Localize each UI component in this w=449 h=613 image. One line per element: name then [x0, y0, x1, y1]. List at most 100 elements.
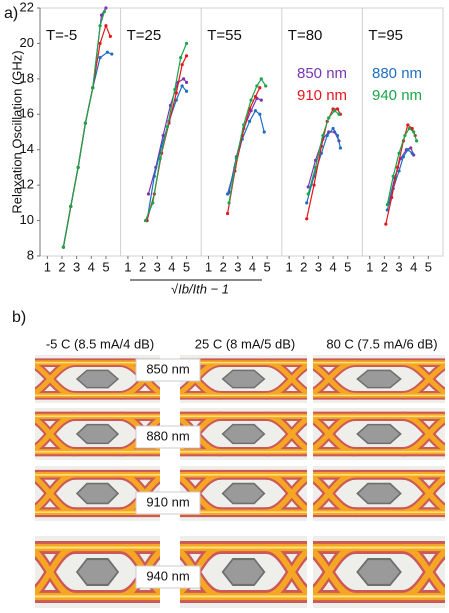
data-point [151, 201, 155, 205]
data-point [99, 13, 104, 17]
series-line [227, 87, 261, 214]
data-point [247, 119, 252, 123]
data-point [255, 84, 259, 88]
data-point [173, 87, 177, 92]
data-point [104, 6, 108, 10]
data-point [161, 133, 165, 138]
data-point [180, 63, 184, 67]
panel-label: b) [12, 309, 26, 326]
row-label: 880 nm [146, 428, 189, 443]
panel-title: T=55 [207, 27, 242, 44]
x-tick-label: 4 [249, 259, 256, 274]
plot-frame [39, 7, 444, 257]
data-point [165, 125, 170, 129]
y-tick-label: 16 [20, 106, 34, 121]
x-tick-label: 3 [315, 259, 322, 274]
data-point [415, 139, 419, 143]
data-point [395, 165, 400, 170]
data-point [98, 56, 102, 60]
data-point [174, 91, 178, 95]
data-point [259, 98, 263, 102]
column-header: 80 C (7.5 mA/6 dB) [326, 336, 437, 351]
data-point [406, 148, 410, 152]
legend-label: 910 nm [297, 87, 347, 104]
data-point [180, 84, 184, 88]
data-point [108, 34, 112, 38]
data-point [327, 116, 331, 120]
data-point [225, 211, 230, 216]
row-label-box [135, 425, 201, 449]
data-point [91, 86, 95, 90]
data-point [397, 151, 401, 155]
x-tick-label: 5 [183, 259, 190, 274]
data-point [401, 155, 406, 159]
legend-label: 880 nm [372, 65, 422, 82]
data-point [234, 156, 238, 161]
row-label: 940 nm [146, 568, 189, 583]
x-tick-label: 1 [44, 259, 51, 274]
data-point [104, 24, 108, 28]
x-tick-label: 5 [425, 259, 432, 274]
x-tick-label: 3 [395, 259, 402, 274]
y-tick-label: 18 [20, 70, 34, 85]
y-tick-label: 22 [20, 0, 34, 14]
data-point [313, 165, 318, 170]
series-line [385, 123, 416, 225]
x-tick-label: 5 [102, 259, 109, 274]
legend-label: 850 nm [297, 65, 347, 82]
row-label: 910 nm [146, 494, 189, 509]
data-point [325, 133, 329, 138]
data-point [406, 123, 410, 127]
x-tick-label: 1 [205, 259, 212, 274]
y-tick-label: 8 [27, 247, 34, 262]
data-point [403, 133, 407, 138]
row-label: 850 nm [146, 361, 189, 376]
y-tick-label: 10 [20, 212, 34, 227]
x-tick-label: 5 [344, 259, 351, 274]
panel-title: T=-5 [46, 27, 77, 44]
data-point [242, 123, 246, 127]
y-tick-label: 20 [20, 35, 34, 50]
eye-diagram [302, 355, 449, 403]
x-tick-label: 4 [329, 259, 336, 274]
x-tick-label: 4 [168, 259, 175, 274]
x-tick-label: 3 [154, 259, 161, 274]
y-tick-label: 12 [20, 177, 34, 192]
data-point [412, 130, 416, 134]
data-point [102, 9, 107, 14]
x-tick-label: 2 [139, 259, 146, 274]
data-point [225, 192, 230, 196]
data-point [179, 56, 183, 60]
row-label-box [135, 358, 201, 382]
x-tick-label: 1 [124, 259, 131, 274]
panel-title: T=80 [288, 27, 323, 44]
x-tick-label: 1 [286, 259, 293, 274]
x-tick-label: 3 [234, 259, 241, 274]
data-point [337, 112, 341, 116]
data-point [305, 201, 309, 205]
data-point [390, 195, 394, 200]
data-point [259, 77, 263, 81]
x-tick-label: 1 [366, 259, 373, 274]
data-point [182, 77, 186, 81]
data-point [407, 126, 411, 131]
data-point [384, 222, 388, 226]
series-line [306, 108, 341, 219]
data-point [184, 89, 189, 93]
series-line [62, 51, 113, 248]
x-axis-label: √Ib/Ith − 1 [171, 281, 229, 296]
data-point [258, 112, 262, 116]
column-header: 25 C (8 mA/5 dB) [195, 336, 295, 351]
x-tick-label: 4 [410, 259, 417, 274]
data-point [110, 52, 114, 56]
data-point [83, 121, 88, 125]
data-point [410, 126, 414, 131]
data-point [146, 192, 151, 196]
data-point [253, 109, 258, 113]
eye-diagram [302, 408, 449, 460]
y-tick-label: 14 [20, 141, 34, 156]
data-point [409, 146, 413, 150]
x-tick-label: 2 [58, 259, 65, 274]
data-point [105, 50, 110, 54]
x-tick-label: 2 [220, 259, 227, 274]
